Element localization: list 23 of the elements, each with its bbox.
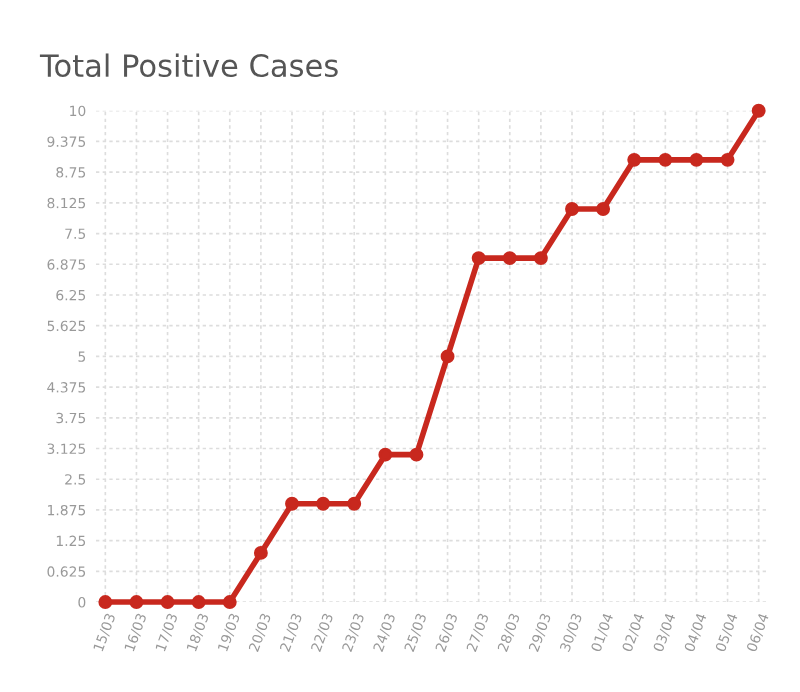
- point: [596, 202, 611, 216]
- point: [471, 251, 486, 266]
- point: [440, 349, 455, 364]
- point: [160, 595, 175, 609]
- point: [689, 152, 704, 167]
- point: [285, 496, 299, 511]
- point: [720, 152, 735, 167]
- point: [627, 152, 642, 167]
- point: [222, 595, 237, 609]
- chart-title: Total Positive Cases: [39, 53, 338, 78]
- point: [658, 152, 673, 167]
- point: [253, 545, 268, 560]
- point: [378, 447, 393, 462]
- point: [316, 496, 331, 511]
- point: [565, 202, 579, 216]
- point: [191, 595, 206, 609]
- point: [129, 595, 144, 609]
- point: [409, 447, 424, 462]
- point: [502, 251, 517, 266]
- point: [533, 251, 548, 266]
- point: [98, 595, 113, 609]
- point: [347, 496, 362, 511]
- point: [751, 103, 766, 118]
